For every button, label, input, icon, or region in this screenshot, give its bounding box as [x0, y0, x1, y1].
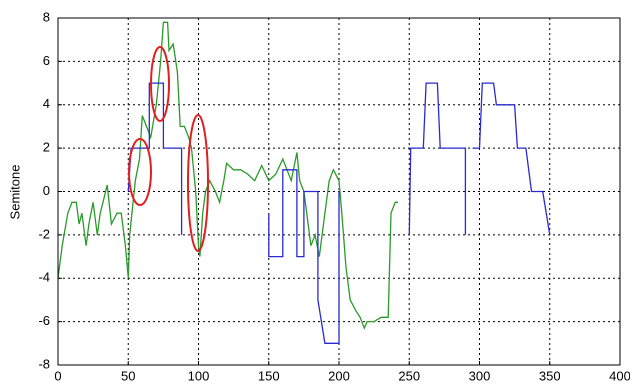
y-tick-label: -2 — [38, 226, 50, 241]
y-tick-label: 4 — [43, 96, 50, 111]
y-axis-label: Semitone — [7, 165, 22, 220]
x-tick-label: 200 — [328, 368, 350, 383]
x-tick-label: 100 — [188, 368, 210, 383]
y-tick-label: 0 — [43, 183, 50, 198]
y-tick-label: 6 — [43, 53, 50, 68]
y-tick-label: 8 — [43, 9, 50, 24]
y-tick-label: -8 — [38, 356, 50, 371]
x-tick-label: 300 — [469, 368, 491, 383]
x-tick-label: 400 — [609, 368, 630, 383]
highlight-ellipse — [187, 114, 209, 252]
x-tick-label: 150 — [258, 368, 280, 383]
y-tick-label: -6 — [38, 313, 50, 328]
highlight-ellipse — [150, 46, 170, 122]
x-tick-label: 0 — [54, 368, 61, 383]
plot-frame — [57, 17, 621, 366]
y-tick-label: -4 — [38, 270, 50, 285]
x-tick-label: 250 — [398, 368, 420, 383]
series-line — [57, 21, 398, 330]
x-tick-label: 50 — [121, 368, 135, 383]
series-line — [127, 82, 551, 344]
y-tick-label: 2 — [43, 140, 50, 155]
x-tick-label: 350 — [539, 368, 561, 383]
highlight-ellipse — [128, 138, 152, 206]
